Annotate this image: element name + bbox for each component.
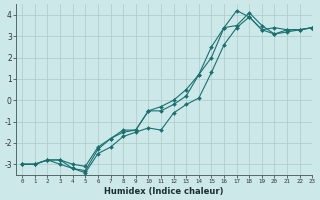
X-axis label: Humidex (Indice chaleur): Humidex (Indice chaleur) (104, 187, 224, 196)
